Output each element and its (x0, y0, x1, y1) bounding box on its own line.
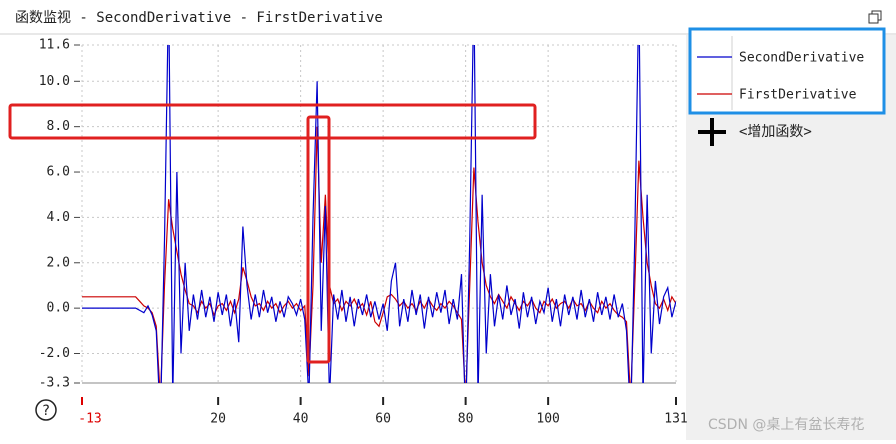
y-tick-label: -2.0 (39, 346, 70, 361)
help-button[interactable]: ? (35, 399, 57, 421)
x-tick-label: 131 (664, 412, 687, 427)
x-tick-label: -13 (78, 412, 101, 427)
watermark: CSDN @桌上有盆长寿花 (708, 416, 864, 433)
x-tick-label: 100 (536, 412, 559, 427)
y-tick-label: 11.6 (39, 38, 70, 53)
legend-box (688, 27, 886, 115)
x-tick-label: 20 (210, 412, 226, 427)
x-tick-label: 40 (293, 412, 309, 427)
y-tick-label: 0.0 (47, 301, 70, 316)
add-function[interactable]: <增加函数> (698, 118, 812, 146)
series-line (82, 126, 676, 383)
y-tick-label: 10.0 (39, 74, 70, 89)
x-tick-label: 80 (458, 412, 474, 427)
window-title: 函数监视 - SecondDerivative - FirstDerivativ… (15, 10, 383, 26)
annotation-box (306, 115, 331, 364)
x-tick-label: 60 (375, 412, 391, 427)
legend-label: SecondDerivative (739, 51, 864, 66)
y-tick-label: 6.0 (47, 165, 70, 180)
y-tick-label: -3.3 (39, 376, 70, 391)
y-tick-label: 4.0 (47, 210, 70, 225)
y-tick-label: 8.0 (47, 119, 70, 134)
add-function-label[interactable]: <增加函数> (739, 124, 812, 140)
help-label[interactable]: ? (42, 403, 50, 419)
y-tick-label: 2.0 (47, 255, 70, 270)
restore-button[interactable] (868, 10, 882, 24)
legend-label: FirstDerivative (739, 88, 857, 103)
series-line (82, 45, 676, 383)
annotation-box (8, 103, 537, 140)
